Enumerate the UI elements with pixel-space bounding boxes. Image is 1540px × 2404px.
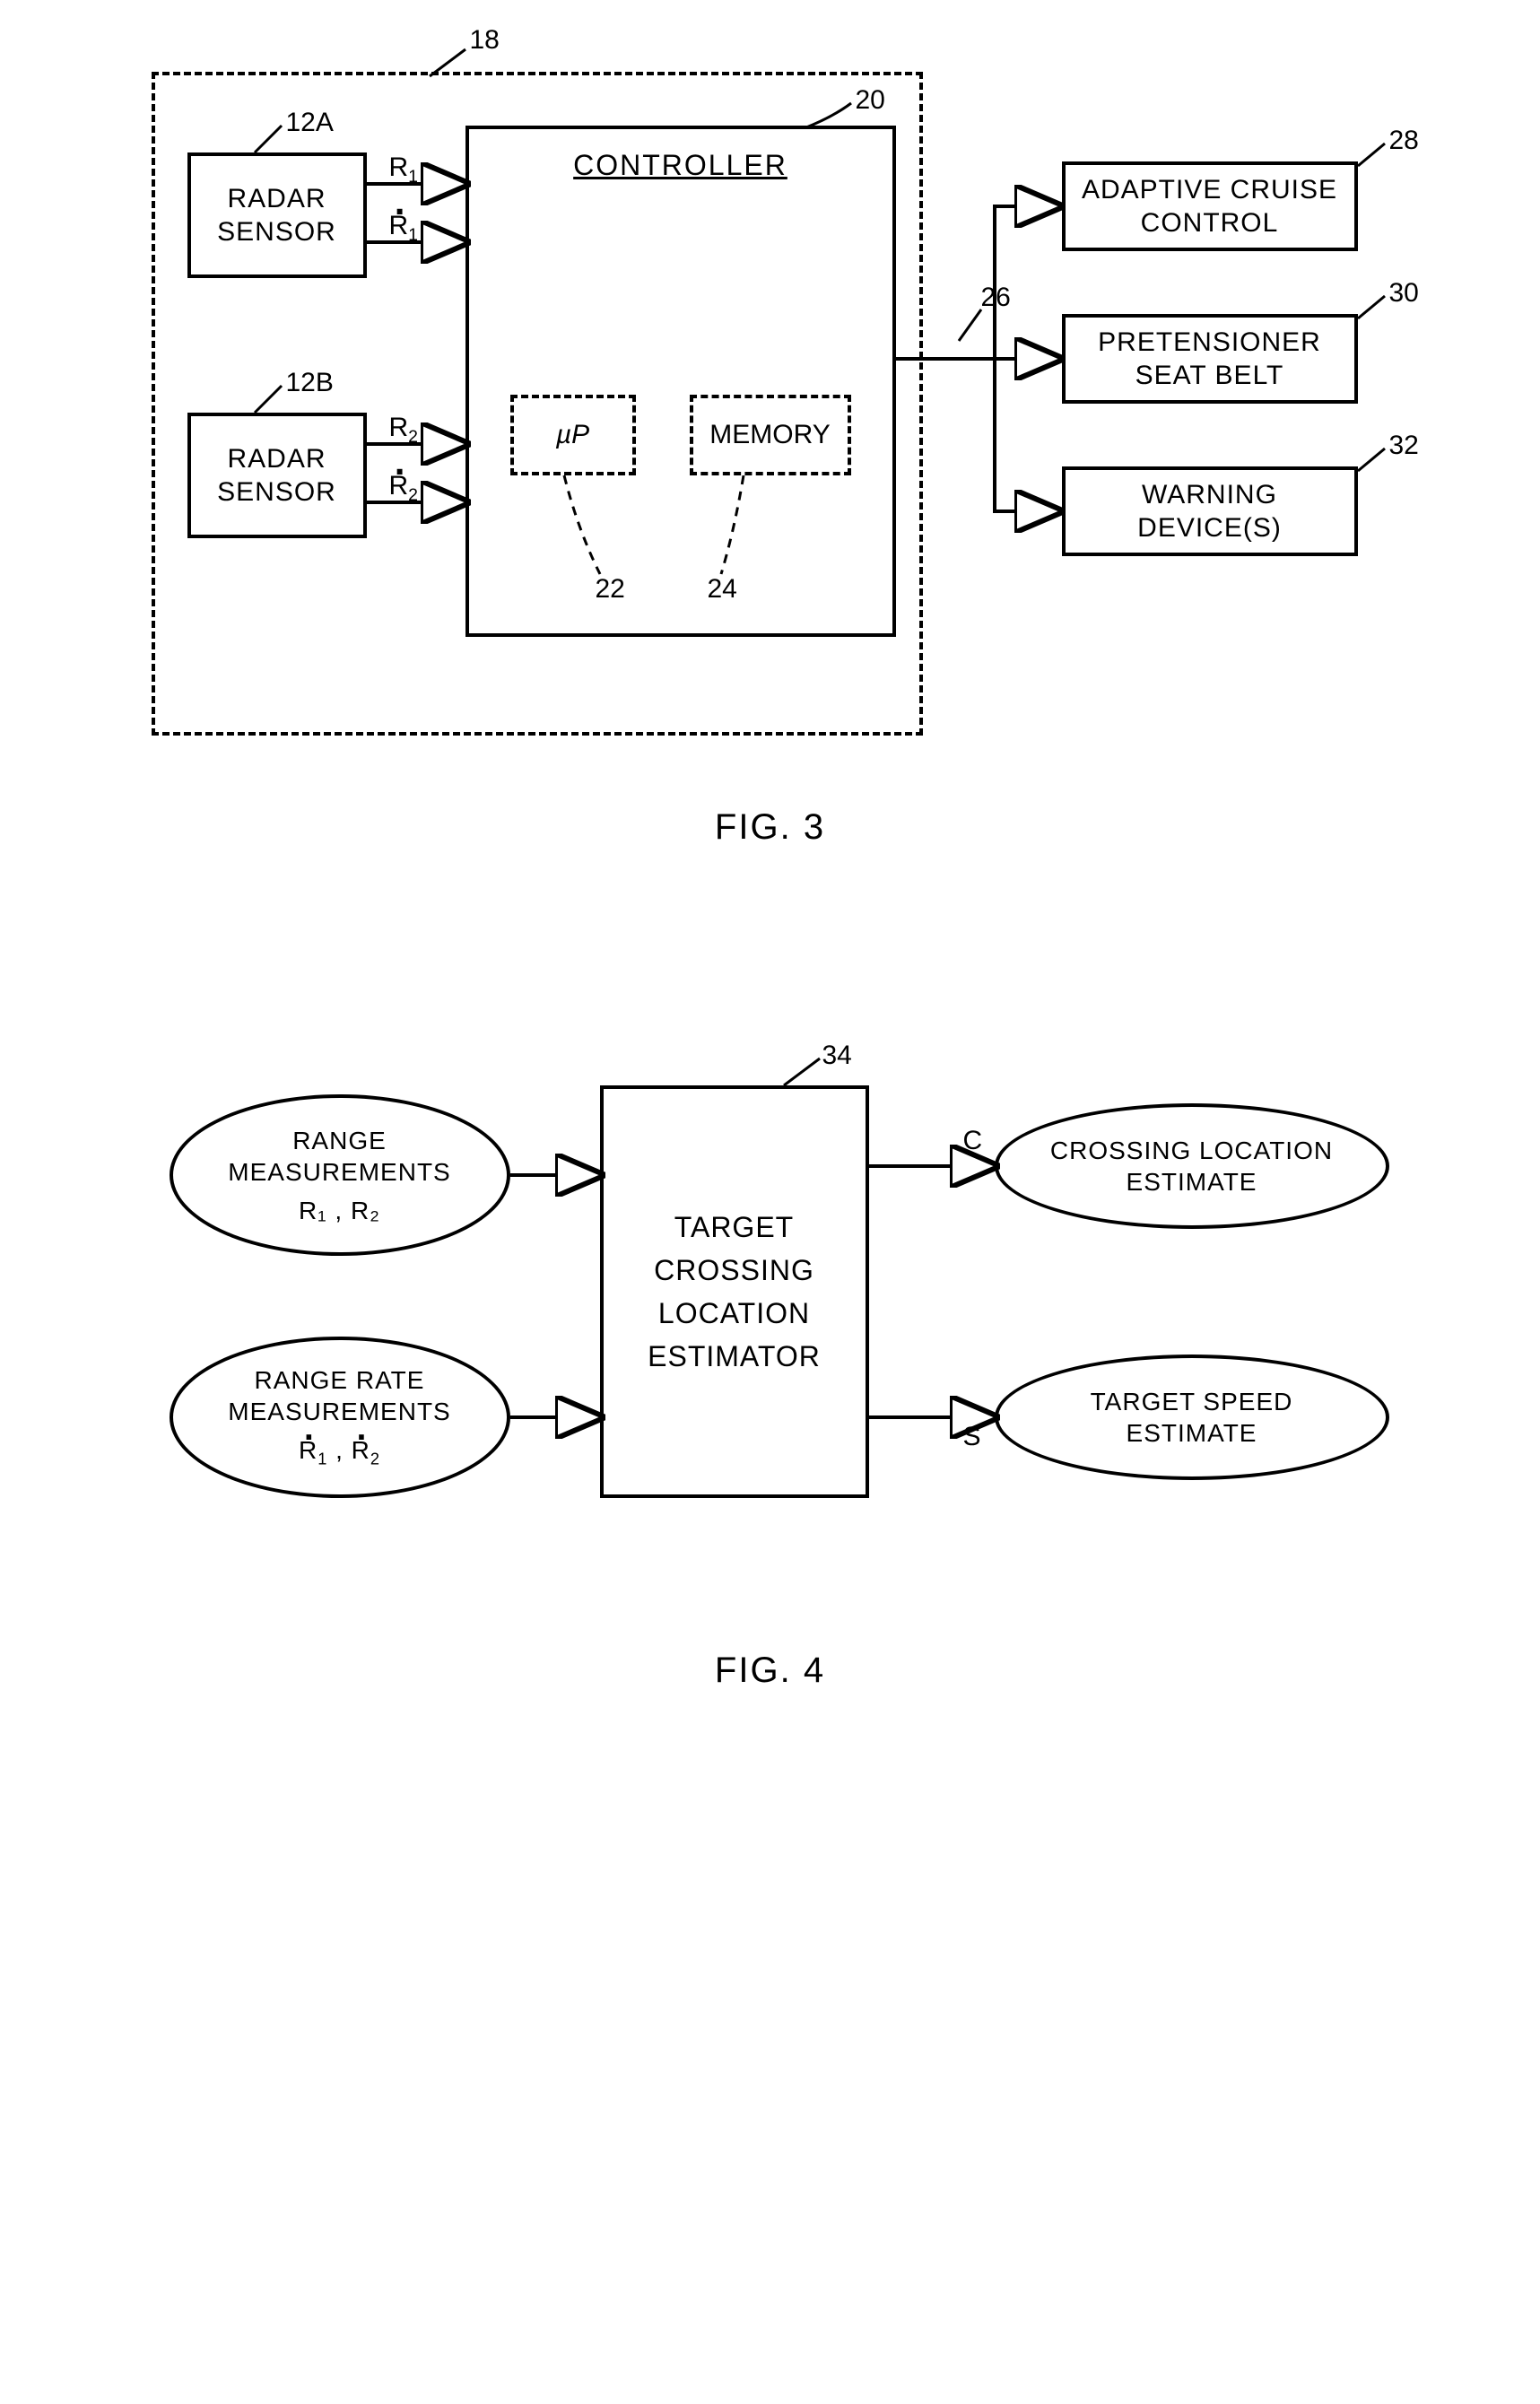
ref-12b: 12B xyxy=(286,368,334,398)
range-measurements-label: RANGE MEASUREMENTS xyxy=(228,1125,450,1188)
ref-32: 32 xyxy=(1389,431,1419,461)
target-crossing-location-estimator-34: TARGET CROSSING LOCATION ESTIMATOR xyxy=(600,1085,869,1498)
box-30-label: PRETENSIONER SEAT BELT xyxy=(1098,326,1321,393)
range-rate-measurements-node: RANGE RATE MEASUREMENTS R1 , R2 xyxy=(170,1337,510,1498)
box-32-label: WARNING DEVICE(S) xyxy=(1137,478,1282,545)
adaptive-cruise-control-28: ADAPTIVE CRUISE CONTROL xyxy=(1062,161,1358,251)
ref-24: 24 xyxy=(708,574,737,605)
ref-30: 30 xyxy=(1389,278,1419,309)
pretensioner-seat-belt-30: PRETENSIONER SEAT BELT xyxy=(1062,314,1358,404)
target-speed-estimate-node: TARGET SPEED ESTIMATE xyxy=(995,1354,1389,1480)
controller-20: CONTROLLER xyxy=(465,126,896,637)
box-28-label: ADAPTIVE CRUISE CONTROL xyxy=(1082,173,1337,240)
figure-4: RANGE MEASUREMENTS R₁ , R₂ RANGE RATE ME… xyxy=(98,1023,1443,1740)
radar-sensor-12b-label: RADAR SENSOR xyxy=(217,442,336,510)
crossing-location-label: CROSSING LOCATION ESTIMATE xyxy=(1050,1135,1333,1198)
target-speed-label: TARGET SPEED ESTIMATE xyxy=(1091,1386,1293,1449)
estimator-label: TARGET CROSSING LOCATION ESTIMATOR xyxy=(648,1206,821,1378)
warning-devices-32: WARNING DEVICE(S) xyxy=(1062,466,1358,556)
signal-r1-dot: R1 xyxy=(389,211,419,246)
microprocessor-22: µP xyxy=(510,395,636,475)
crossing-location-estimate-node: CROSSING LOCATION ESTIMATE xyxy=(995,1103,1389,1229)
label-c: C xyxy=(963,1126,983,1156)
ref-20: 20 xyxy=(856,85,885,116)
range-rate-label: RANGE RATE MEASUREMENTS xyxy=(228,1364,450,1427)
range-measurements-node: RANGE MEASUREMENTS R₁ , R₂ xyxy=(170,1094,510,1256)
ref-26: 26 xyxy=(981,283,1011,313)
ref-22: 22 xyxy=(596,574,625,605)
ref-12a: 12A xyxy=(286,108,334,138)
fig3-caption: FIG. 3 xyxy=(715,807,825,848)
figure-3: 18 RADAR SENSOR 12A RADAR SENSOR 12B CON… xyxy=(98,36,1443,843)
microprocessor-label: µP xyxy=(556,420,589,450)
controller-title: CONTROLLER xyxy=(573,147,787,183)
signal-r2: R2 xyxy=(389,413,419,448)
memory-label: MEMORY xyxy=(709,420,830,450)
radar-sensor-12b: RADAR SENSOR xyxy=(187,413,367,538)
ref-28: 28 xyxy=(1389,126,1419,156)
radar-sensor-12a: RADAR SENSOR xyxy=(187,152,367,278)
ref-34: 34 xyxy=(822,1041,852,1071)
radar-sensor-12a-label: RADAR SENSOR xyxy=(217,182,336,249)
ref-18: 18 xyxy=(470,25,500,56)
signal-r1: R1 xyxy=(389,152,419,187)
fig4-caption: FIG. 4 xyxy=(715,1651,825,1691)
range-measurements-vars: R₁ , R₂ xyxy=(299,1195,380,1226)
memory-24: MEMORY xyxy=(690,395,851,475)
signal-r2-dot: R2 xyxy=(389,471,419,506)
label-s: S xyxy=(963,1422,981,1452)
range-rate-vars: R1 , R2 xyxy=(299,1434,380,1469)
